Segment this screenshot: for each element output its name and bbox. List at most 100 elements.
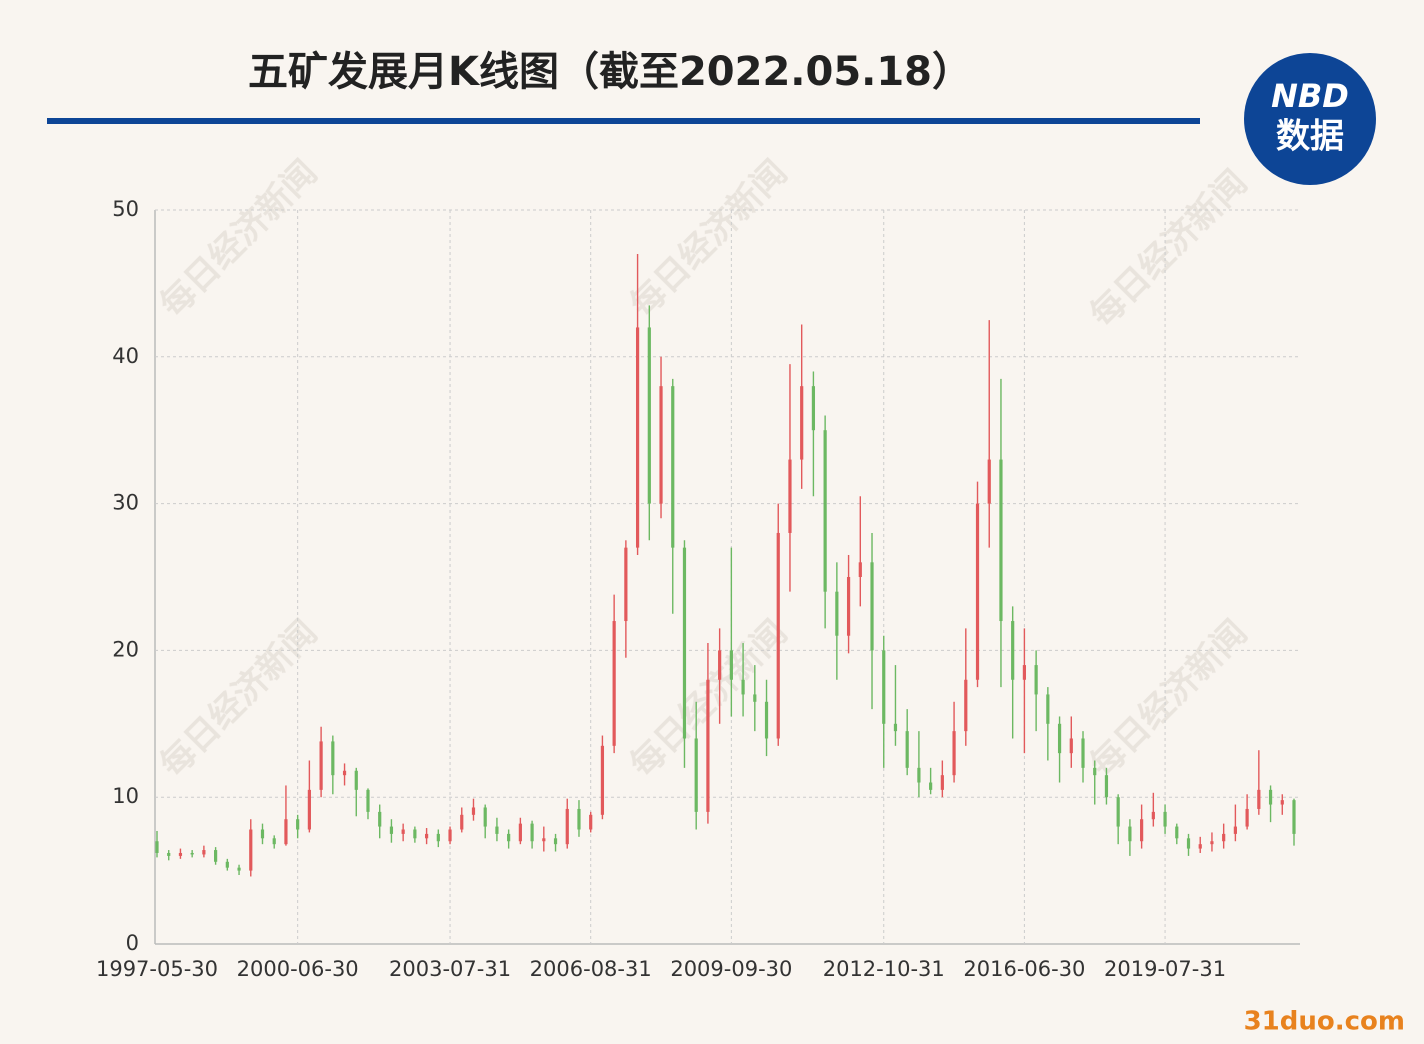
title-rule (47, 118, 1200, 124)
candle-body (835, 591, 839, 636)
candle-body (635, 327, 640, 548)
x-tick-label: 2019-07-31 (1104, 957, 1226, 981)
candle-body (659, 386, 663, 504)
candle-body (1210, 841, 1214, 845)
candle-body (893, 723, 898, 732)
candle-body (471, 807, 476, 815)
candle-body (999, 459, 1003, 622)
candle-body (1222, 833, 1226, 842)
candle-body (178, 852, 183, 856)
candle-body (975, 503, 980, 680)
candle-body (1140, 819, 1144, 842)
y-tick-label: 50 (112, 197, 139, 221)
candle-body (1151, 811, 1155, 820)
candle-body (776, 532, 780, 739)
logo-circle (1244, 53, 1376, 185)
y-tick-label: 0 (126, 931, 139, 955)
candle-body (249, 829, 253, 871)
x-tick-label: 2012-10-31 (823, 957, 945, 981)
candle-body (1034, 665, 1038, 695)
candle-body (389, 826, 394, 834)
candle-body (237, 867, 241, 871)
candle-body (823, 430, 827, 592)
site-mark: 31duo.com (1244, 1007, 1405, 1037)
candle-body (882, 650, 886, 724)
candle-body (764, 701, 769, 739)
candle-body (424, 833, 429, 839)
candle-body (577, 808, 581, 830)
candle-body (378, 811, 382, 827)
candle-body (565, 808, 569, 845)
candle-body (507, 833, 511, 842)
candle-body (1257, 789, 1261, 809)
candle-body (1116, 797, 1120, 827)
logo-top: NBD (1271, 77, 1349, 115)
y-tick-label: 40 (112, 344, 139, 368)
candle-body (167, 852, 171, 856)
candle-body (1233, 826, 1237, 834)
candle-body (553, 838, 558, 845)
candle-body (671, 386, 675, 548)
candle-body (811, 386, 816, 431)
candle-body (1128, 826, 1132, 842)
candle-body (401, 829, 405, 834)
candle-body (647, 327, 651, 504)
candle-body (155, 841, 159, 853)
candle-body (706, 679, 710, 812)
candle-body (1292, 800, 1296, 834)
candle-body (846, 577, 851, 636)
candle-body (284, 819, 288, 845)
candle-body (718, 650, 722, 680)
candle-body (612, 621, 616, 746)
candle-body (1186, 838, 1191, 849)
candle-body (1198, 844, 1202, 849)
candle-body (800, 386, 804, 460)
candle-body (354, 770, 358, 790)
candle-body (1011, 621, 1015, 680)
candle-body (870, 562, 874, 651)
candle-body (260, 829, 265, 839)
candle-body (589, 814, 593, 830)
candle-body (1093, 767, 1097, 776)
candle-body (729, 650, 733, 680)
candle-body (1280, 800, 1284, 805)
candle-body (460, 814, 464, 830)
candle-body (753, 694, 757, 702)
candle-body (190, 852, 194, 855)
candle-body (1069, 738, 1073, 754)
candle-body (1057, 723, 1062, 754)
candle-body (272, 838, 276, 845)
candle-body (307, 789, 311, 830)
candle-body (1175, 826, 1179, 839)
candle-body (1245, 808, 1249, 827)
candle-body (624, 547, 628, 622)
x-tick-label: 2006-08-31 (530, 957, 652, 981)
candle-body (518, 823, 522, 842)
candle-body (694, 738, 698, 812)
candle-body (202, 850, 206, 855)
chart-title: 五矿发展月K线图（截至2022.05.18） (248, 49, 972, 95)
candle-body (214, 850, 218, 862)
candle-body (858, 562, 862, 577)
candle-body (495, 826, 499, 834)
candle-body (342, 770, 347, 776)
candle-body (1046, 694, 1050, 724)
candle-body (1081, 738, 1085, 768)
candle-body (331, 741, 335, 776)
candle-body (530, 823, 534, 842)
candle-body (788, 459, 792, 533)
candle-body (952, 731, 956, 776)
x-tick-label: 2009-09-30 (670, 957, 792, 981)
candle-body (448, 829, 452, 842)
y-tick-label: 30 (112, 491, 139, 515)
candle-body (1104, 775, 1109, 798)
candle-body (987, 459, 991, 504)
candle-body (917, 767, 921, 783)
logo-bottom: 数据 (1276, 117, 1344, 157)
candle-body (366, 789, 370, 812)
candle-body (600, 745, 605, 815)
candle-body (483, 807, 487, 827)
